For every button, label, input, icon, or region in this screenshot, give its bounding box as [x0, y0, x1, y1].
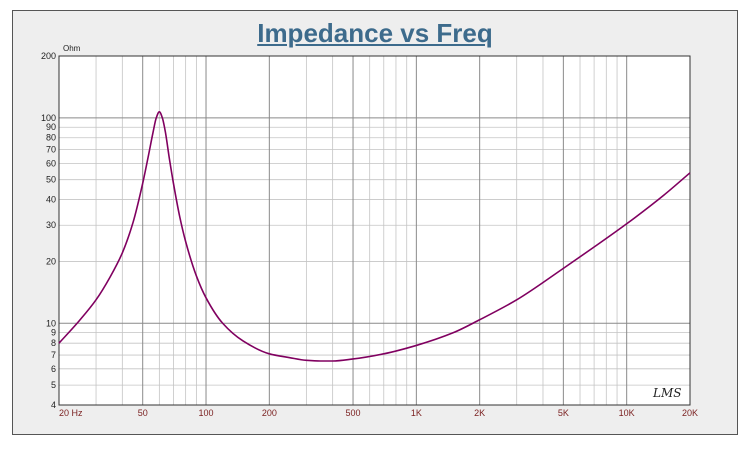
- y-tick-label: 7: [51, 350, 56, 360]
- y-tick-label: 70: [46, 145, 56, 155]
- y-tick-label: 50: [46, 175, 56, 185]
- y-tick-label: 5: [51, 380, 56, 390]
- y-tick-label: 80: [46, 133, 56, 143]
- x-tick-label: 1K: [411, 408, 422, 418]
- x-tick-label: 2K: [474, 408, 485, 418]
- y-tick-label: 10: [46, 318, 56, 328]
- impedance-series-line: [58, 111, 691, 362]
- plot-area-border: [58, 55, 691, 406]
- y-tick-label: 4: [51, 400, 56, 410]
- y-tick-label: 6: [51, 364, 56, 374]
- y-tick-label: 200: [41, 51, 56, 61]
- x-axis-tick-labels: 20 Hz 50 100 200 500 1K 2K 5K 10K 20K: [59, 408, 698, 418]
- y-tick-label: 60: [46, 158, 56, 168]
- x-tick-label: 200: [262, 408, 277, 418]
- x-tick-label: 10K: [619, 408, 635, 418]
- x-tick-label: 500: [346, 408, 361, 418]
- x-tick-label: 50: [138, 408, 148, 418]
- y-tick-label: 8: [51, 338, 56, 348]
- y-tick-label: 9: [51, 328, 56, 338]
- chart-title: Impedance vs Freq: [257, 18, 493, 48]
- y-tick-label: 20: [46, 256, 56, 266]
- y-axis-unit-label: Ohm: [63, 44, 81, 53]
- x-tick-label: 20 Hz: [59, 408, 83, 418]
- plot-area-background: [59, 56, 690, 405]
- x-tick-label: 20K: [682, 408, 698, 418]
- y-tick-label: 90: [46, 122, 56, 132]
- y-tick-label: 40: [46, 195, 56, 205]
- y-tick-label: 30: [46, 220, 56, 230]
- lms-watermark: LMS: [652, 386, 681, 400]
- x-tick-label: 100: [199, 408, 214, 418]
- x-tick-label: 5K: [558, 408, 569, 418]
- y-tick-label: 100: [41, 113, 56, 123]
